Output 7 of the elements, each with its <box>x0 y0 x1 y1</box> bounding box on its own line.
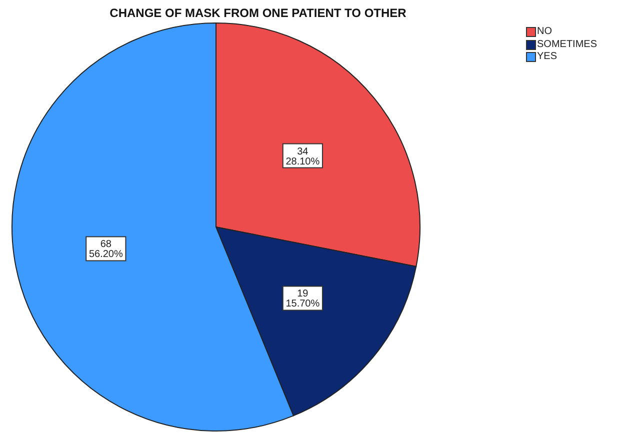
legend-label: YES <box>537 51 558 64</box>
data-label: 34 28.10% <box>286 146 320 168</box>
data-label: 19 15.70% <box>286 288 320 310</box>
legend-label: NO <box>537 26 552 38</box>
chart-title: CHANGE OF MASK FROM ONE PATIENT TO OTHER <box>108 6 408 20</box>
legend-label: SOMETIMES <box>537 38 598 51</box>
data-label: 68 56.20% <box>88 239 123 260</box>
